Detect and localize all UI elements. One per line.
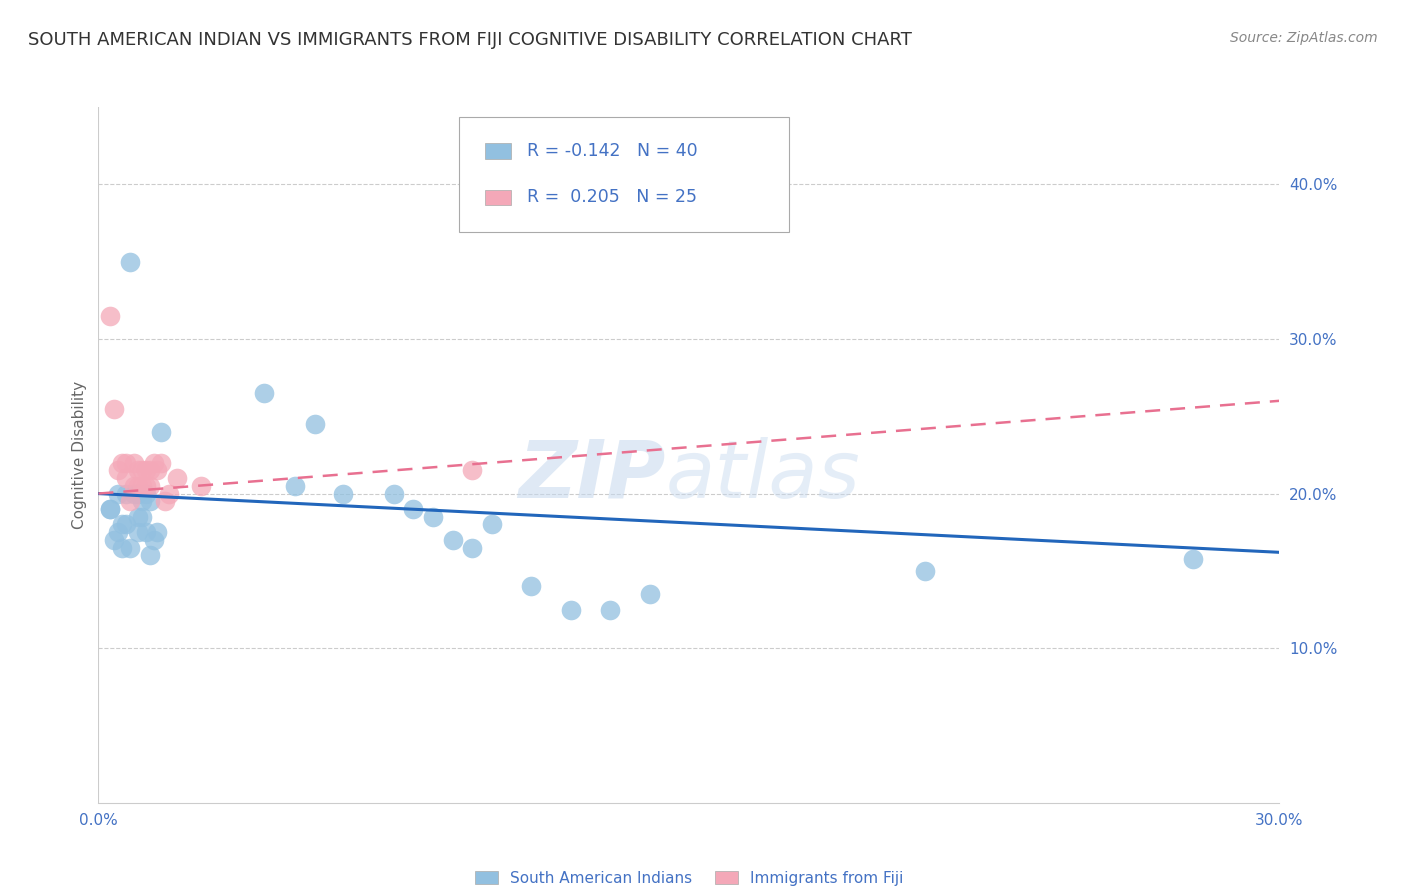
- Point: [103, 401, 125, 416]
- Point: [332, 486, 354, 500]
- Point: [150, 456, 173, 470]
- Point: [138, 463, 160, 477]
- Point: [115, 456, 138, 470]
- Point: [138, 549, 160, 563]
- Point: [135, 479, 157, 493]
- Point: [122, 456, 145, 470]
- Point: [98, 502, 121, 516]
- Y-axis label: Cognitive Disability: Cognitive Disability: [72, 381, 87, 529]
- Point: [135, 525, 157, 540]
- Text: atlas: atlas: [665, 437, 860, 515]
- Text: SOUTH AMERICAN INDIAN VS IMMIGRANTS FROM FIJI COGNITIVE DISABILITY CORRELATION C: SOUTH AMERICAN INDIAN VS IMMIGRANTS FROM…: [28, 31, 912, 49]
- Point: [127, 525, 149, 540]
- Text: R =  0.205   N = 25: R = 0.205 N = 25: [527, 188, 697, 206]
- Point: [103, 533, 125, 547]
- Point: [107, 463, 129, 477]
- Point: [1181, 551, 1204, 566]
- Point: [599, 602, 621, 616]
- Point: [520, 579, 543, 593]
- Point: [253, 386, 276, 401]
- Point: [127, 479, 149, 493]
- Point: [402, 502, 425, 516]
- Point: [107, 486, 129, 500]
- Point: [461, 463, 484, 477]
- Point: [138, 479, 160, 493]
- Point: [284, 479, 307, 493]
- Point: [382, 486, 405, 500]
- Point: [127, 509, 149, 524]
- Point: [131, 509, 153, 524]
- Point: [127, 463, 149, 477]
- Point: [304, 417, 326, 431]
- Point: [131, 463, 153, 477]
- Point: [118, 541, 141, 555]
- Point: [115, 517, 138, 532]
- Point: [118, 254, 141, 268]
- Text: R = -0.142   N = 40: R = -0.142 N = 40: [527, 142, 697, 160]
- Point: [441, 533, 464, 547]
- Point: [150, 425, 173, 439]
- Point: [146, 525, 169, 540]
- Point: [422, 509, 444, 524]
- Text: ZIP: ZIP: [517, 437, 665, 515]
- Point: [98, 309, 121, 323]
- Text: Source: ZipAtlas.com: Source: ZipAtlas.com: [1230, 31, 1378, 45]
- Point: [190, 479, 212, 493]
- Point: [122, 486, 145, 500]
- Point: [135, 463, 157, 477]
- Point: [142, 533, 165, 547]
- Point: [98, 502, 121, 516]
- Point: [638, 587, 661, 601]
- Point: [135, 486, 157, 500]
- Point: [111, 541, 134, 555]
- Point: [111, 456, 134, 470]
- Point: [111, 517, 134, 532]
- Point: [127, 486, 149, 500]
- Point: [155, 494, 177, 508]
- Point: [107, 525, 129, 540]
- Point: [122, 479, 145, 493]
- Point: [138, 494, 160, 508]
- Point: [142, 456, 165, 470]
- Point: [157, 486, 180, 500]
- Point: [560, 602, 582, 616]
- Point: [166, 471, 188, 485]
- Point: [481, 517, 503, 532]
- Point: [914, 564, 936, 578]
- Point: [146, 463, 169, 477]
- FancyBboxPatch shape: [485, 144, 510, 159]
- Legend: South American Indians, Immigrants from Fiji: South American Indians, Immigrants from …: [475, 871, 903, 886]
- FancyBboxPatch shape: [485, 190, 510, 205]
- Point: [131, 494, 153, 508]
- Point: [115, 486, 138, 500]
- FancyBboxPatch shape: [458, 118, 789, 232]
- Point: [115, 471, 138, 485]
- Point: [131, 479, 153, 493]
- Point: [118, 494, 141, 508]
- Point: [461, 541, 484, 555]
